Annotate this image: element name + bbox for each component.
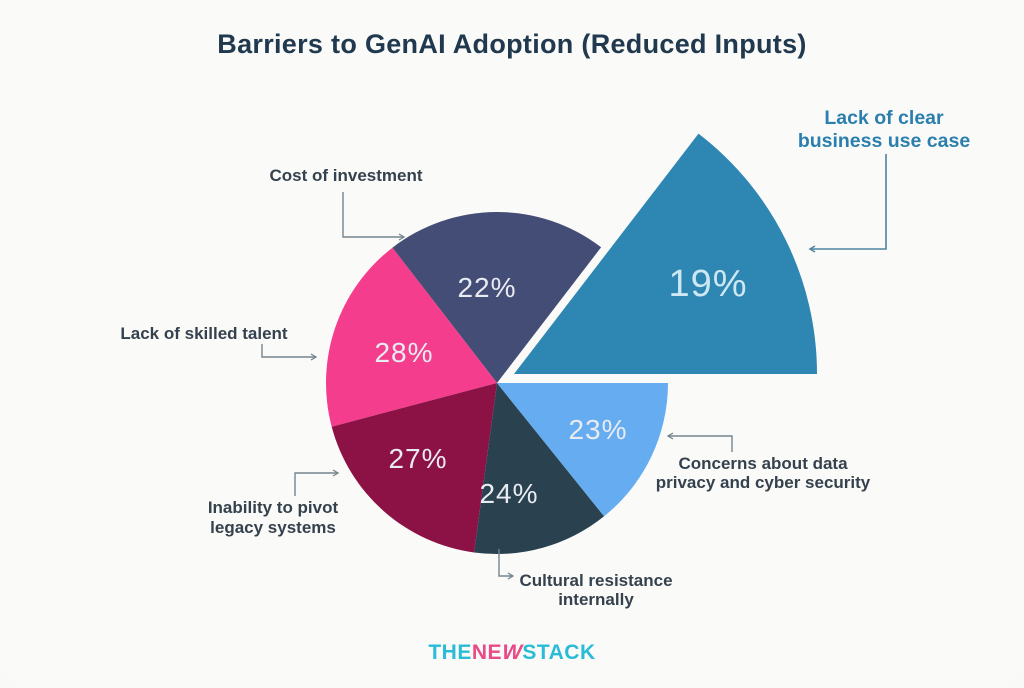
logo-the: THE [428, 641, 472, 664]
thenewstack-logo: THENEWSTACK [0, 641, 1024, 665]
pie-slice-cost [392, 211, 602, 383]
callout-data-privacy-line2: privacy and cyber security [656, 473, 871, 492]
connector-data-privacy [666, 432, 733, 452]
pie-slices-group [326, 133, 817, 555]
callout-cultural-resistance-line1: Cultural resistance [519, 571, 672, 590]
slice-value-label-pivot: 27% [388, 443, 447, 474]
connector-lack-of-skilled-talent [261, 344, 318, 361]
pie-slice-usecase [514, 133, 817, 374]
slice-value-label-cultural: 24% [479, 478, 538, 509]
pie-slice-cultural [474, 383, 605, 555]
callout-inability-to-pivot-line2: legacy systems [210, 518, 336, 537]
callout-lack-of-skilled-talent: Lack of skilled talent [120, 324, 288, 343]
callout-cultural-resistance-line2: internally [558, 590, 634, 609]
callout-inability-to-pivot-line1: Inability to pivot [208, 498, 339, 517]
slice-value-label-usecase: 19% [668, 263, 747, 305]
connector-inability-to-pivot [294, 469, 340, 496]
pie-slice-talent [326, 247, 497, 427]
slice-value-label-talent: 28% [374, 337, 433, 368]
page-title: Barriers to GenAI Adoption (Reduced Inpu… [217, 29, 807, 59]
connector-business-use-case [808, 154, 887, 253]
callout-data-privacy-line1: Concerns about data [678, 454, 848, 473]
slice-value-label-privacy: 23% [568, 414, 627, 445]
logo-stack: STACK [522, 641, 596, 664]
slice-value-label-cost: 22% [457, 272, 516, 303]
connector-cultural-resistance [498, 549, 515, 580]
logo-ne: NE [471, 641, 503, 664]
callout-business-use-case-line1: Lack of clear [824, 107, 944, 129]
pie-slice-privacy [497, 383, 668, 517]
connector-cost-of-investment [342, 192, 406, 241]
pie-slice-pivot [331, 383, 497, 553]
callout-cost-of-investment: Cost of investment [269, 166, 422, 185]
callout-business-use-case-line2: business use case [798, 130, 971, 152]
